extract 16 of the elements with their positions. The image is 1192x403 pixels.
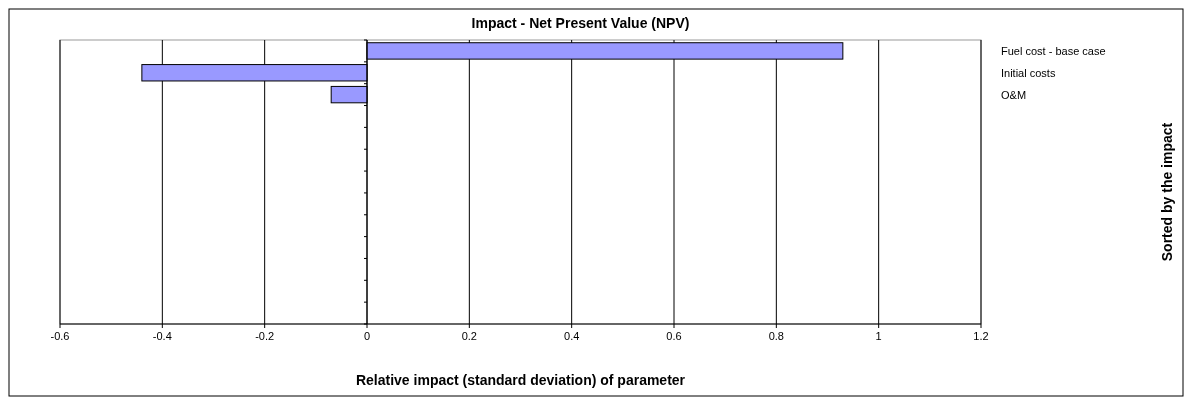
x-tick-label: 0.4 — [564, 330, 580, 342]
chart-title: Impact - Net Present Value (NPV) — [471, 15, 690, 31]
x-tick-label: -0.2 — [255, 330, 275, 342]
x-tick-label: 0.8 — [768, 330, 784, 342]
x-tick-label: 0.6 — [666, 330, 682, 342]
x-tick-label: 0.2 — [461, 330, 477, 342]
x-tick-label: -0.4 — [152, 330, 172, 342]
y-axis-title: Sorted by the impact — [1159, 122, 1175, 262]
y-tick-label: Initial costs — [1001, 66, 1056, 79]
x-axis-title: Relative impact (standard deviation) of parameter — [355, 372, 686, 388]
x-tick-label: 1.2 — [973, 330, 989, 342]
y-tick-label: O&M — [1001, 88, 1027, 101]
x-tick-label: 0 — [363, 330, 371, 342]
x-tick-label: 1 — [875, 330, 882, 342]
y-tick-label: Fuel cost - base case — [1001, 44, 1106, 57]
x-tick-label: -0.6 — [50, 330, 70, 342]
